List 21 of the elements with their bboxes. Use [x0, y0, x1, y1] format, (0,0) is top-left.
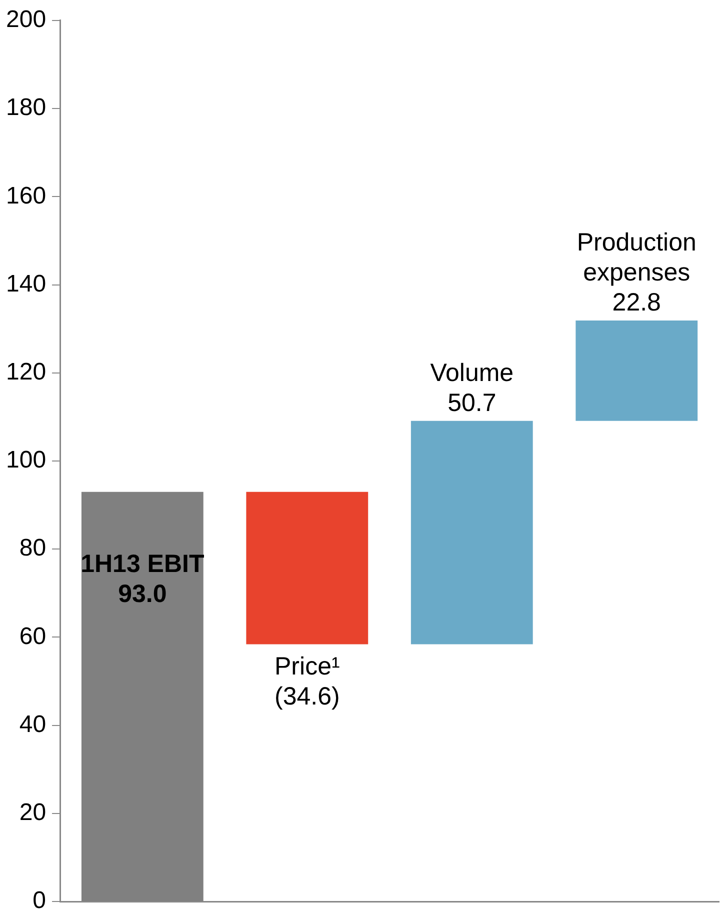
y-tick-label: 80	[19, 534, 46, 562]
y-tick-label: 180	[6, 94, 46, 122]
data-label: 50.7	[448, 388, 496, 417]
data-label: 22.8	[612, 288, 661, 316]
y-tick-label: 120	[6, 358, 46, 386]
y-tick-label: 40	[19, 710, 46, 738]
y-tick-label: 200	[6, 6, 46, 34]
y-tick-label: 160	[6, 182, 46, 210]
y-tick-label: 140	[6, 270, 46, 298]
data-label: 93.0	[118, 580, 167, 608]
y-tick-label: 60	[19, 622, 46, 650]
x-tick-label: Price¹	[274, 652, 340, 680]
x-tick-label: Volume	[430, 358, 514, 387]
y-tick-label: 20	[19, 799, 46, 826]
bar	[410, 420, 533, 644]
bar	[246, 492, 368, 644]
x-tick-label: Production expenses	[576, 228, 696, 286]
y-tick-label: 0	[32, 887, 46, 914]
data-label: (34.6)	[274, 682, 340, 710]
bar	[576, 320, 698, 421]
y-tick-label: 100	[6, 446, 46, 474]
